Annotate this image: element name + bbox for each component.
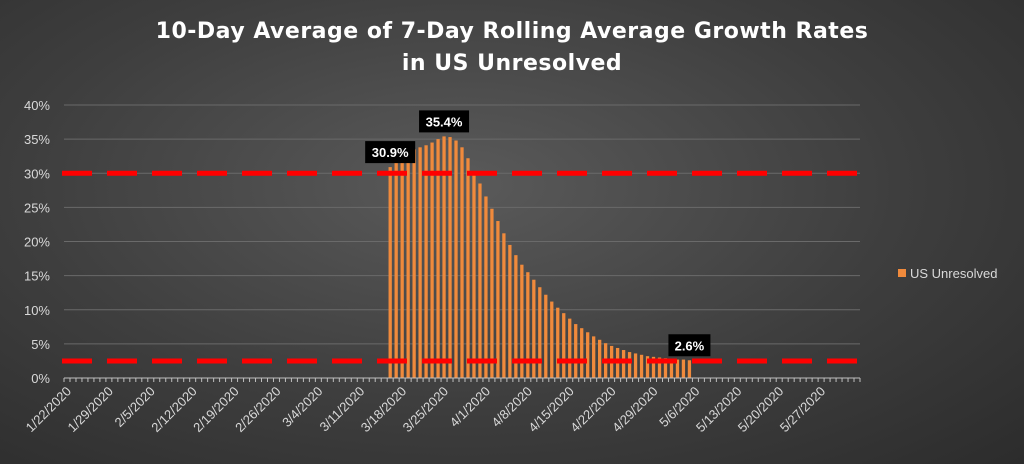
bar [400, 154, 404, 378]
y-tick-label: 0% [31, 371, 50, 386]
bar [412, 149, 416, 378]
bar [490, 208, 494, 378]
x-axis: 1/22/20201/29/20202/5/20202/12/20202/19/… [23, 377, 861, 436]
chart-title-line-1: 10-Day Average of 7-Day Rolling Average … [155, 19, 869, 44]
y-tick-label: 40% [24, 98, 50, 113]
legend-entry-label: US Unresolved [910, 266, 997, 281]
bar [598, 339, 602, 378]
data-label-text: 2.6% [675, 338, 705, 353]
x-tick-label: 5/27/2020 [777, 384, 829, 436]
bar [544, 294, 548, 378]
data-label: 30.9% [365, 141, 416, 164]
bar [406, 151, 410, 378]
bar [418, 147, 422, 378]
bar [651, 356, 656, 378]
data-label: 2.6% [668, 334, 711, 357]
x-tick-label: 3/25/2020 [400, 384, 452, 436]
y-tick-label: 15% [24, 269, 50, 284]
bar [586, 332, 590, 378]
bar [592, 336, 596, 378]
data-label-box [668, 334, 711, 357]
bar [657, 357, 662, 378]
chart-title-line-2: in US Unresolved [401, 51, 623, 76]
data-labels: 30.9% 35.4% 2.6% [365, 110, 711, 357]
bar [394, 159, 398, 378]
bar [526, 272, 530, 378]
bar [520, 264, 524, 378]
bar [460, 147, 464, 378]
bar [502, 233, 506, 378]
data-label-box [365, 141, 416, 164]
chart-title: 10-Day Average of 7-Day Rolling Average … [0, 16, 1024, 80]
bar [580, 328, 584, 378]
bar [681, 359, 686, 378]
bar [538, 287, 542, 378]
bar [633, 353, 638, 378]
bar [574, 324, 578, 378]
bar [568, 318, 572, 378]
x-tick-label: 4/1/2020 [447, 384, 493, 430]
bar [532, 279, 536, 378]
bar [562, 313, 566, 378]
bar [496, 221, 500, 378]
x-tick-label: 2/26/2020 [232, 384, 284, 436]
bar [645, 356, 650, 378]
bar [514, 255, 518, 378]
bar [687, 360, 692, 378]
bar [436, 139, 440, 378]
bar [430, 142, 434, 378]
bar [639, 354, 644, 378]
bar [663, 358, 668, 378]
bar [675, 359, 680, 378]
bar [556, 307, 560, 378]
bar [448, 137, 452, 378]
bar [454, 140, 458, 378]
bar [466, 158, 470, 378]
bar [472, 171, 476, 378]
bar [424, 145, 428, 378]
legend-swatch [898, 269, 906, 277]
x-tick-label: 1/29/2020 [65, 384, 117, 436]
bar [442, 136, 446, 378]
bar [508, 244, 512, 378]
y-tick-label: 25% [24, 200, 50, 215]
bar [388, 167, 392, 378]
y-tick-label: 5% [31, 337, 50, 352]
bar [627, 352, 632, 378]
bars [388, 136, 692, 378]
y-tick-label: 30% [24, 166, 50, 181]
data-label-text: 35.4% [426, 114, 463, 129]
y-tick-label: 35% [24, 132, 50, 147]
x-tick-label: 4/29/2020 [609, 384, 661, 436]
bar [621, 350, 626, 378]
data-label: 35.4% [419, 110, 470, 133]
y-tick-label: 10% [24, 303, 50, 318]
bar [478, 183, 482, 378]
legend: US Unresolved [898, 266, 997, 281]
data-label-box [419, 110, 470, 133]
y-tick-label: 20% [24, 235, 50, 250]
bar [669, 358, 674, 378]
bar [484, 196, 488, 378]
data-label-text: 30.9% [372, 145, 409, 160]
bar [550, 301, 554, 378]
y-axis-tick-labels: 0% 5% 10% 15% 20% 25% 30% 35% 40% [24, 98, 50, 386]
